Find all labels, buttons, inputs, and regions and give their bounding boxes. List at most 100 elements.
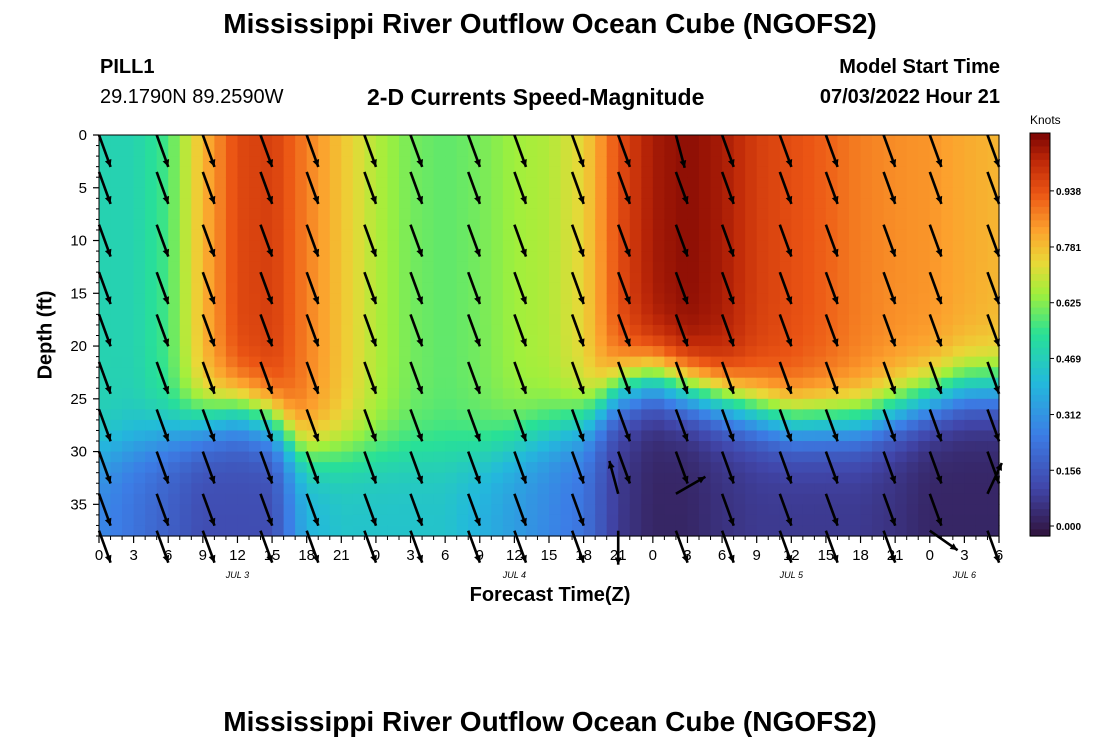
heatmap-cell (606, 251, 619, 263)
colorbar-frame (1029, 132, 1051, 537)
heatmap-cell (456, 156, 469, 168)
heatmap-cell (825, 272, 839, 284)
heatmap-cell (237, 493, 250, 505)
colorbar-segment (1030, 193, 1050, 201)
heatmap-cell (583, 367, 596, 379)
heatmap-cell (699, 483, 712, 495)
heatmap-cell (849, 177, 862, 189)
heatmap-cell (341, 198, 354, 210)
heatmap-cell (525, 419, 539, 432)
heatmap-cell (341, 398, 354, 410)
heatmap-cell (237, 525, 250, 537)
heatmap-cell (422, 367, 435, 379)
current-arrow (305, 361, 320, 395)
heatmap-cell (387, 356, 400, 368)
heatmap-cell (964, 462, 977, 474)
current-arrow (259, 271, 274, 305)
heatmap-cell (837, 187, 850, 199)
heatmap-cell (652, 324, 665, 337)
heatmap-cell (410, 166, 423, 178)
heatmap-cell (722, 208, 735, 221)
heatmap-cell (422, 346, 435, 358)
heatmap-cell (779, 335, 792, 347)
heatmap-cell (710, 156, 723, 168)
heatmap-cell (733, 156, 746, 168)
heatmap-cell (237, 346, 250, 358)
heatmap-cell (156, 346, 169, 358)
colorbar-tick-label: 0.156 (1056, 466, 1081, 477)
heatmap-cell (687, 272, 700, 284)
heatmap-cell (664, 261, 677, 273)
heatmap-cell (110, 504, 123, 516)
heatmap-cell (525, 356, 539, 368)
heatmap-cell (525, 493, 539, 505)
heatmap-cell (295, 293, 308, 305)
heatmap-cell (249, 451, 262, 463)
heatmap-cell (549, 525, 562, 537)
heatmap-cell (837, 514, 850, 527)
heatmap-cell (260, 261, 273, 273)
heatmap-cell (929, 219, 942, 231)
heatmap-cell (399, 504, 412, 516)
current-arrow (616, 224, 632, 258)
heatmap-cell (549, 409, 562, 421)
heatmap-cell (145, 367, 158, 379)
heatmap-cell (375, 177, 389, 189)
heatmap-cell (595, 229, 608, 242)
heatmap-cell (295, 156, 308, 168)
heatmap-cell (295, 419, 308, 432)
heatmap-cell (906, 229, 919, 242)
heatmap-cell (560, 346, 573, 358)
heatmap-cell (906, 367, 919, 379)
heatmap-cell (779, 388, 792, 400)
heatmap-cell (618, 229, 631, 242)
heatmap-cell (318, 177, 331, 189)
heatmap-cell (918, 451, 931, 463)
heatmap-cell (941, 514, 954, 527)
heatmap-cell (110, 272, 123, 284)
heatmap-cell (964, 135, 977, 147)
heatmap-cell (791, 462, 804, 474)
heatmap-cell (560, 472, 573, 484)
heatmap-cell (410, 388, 423, 400)
heatmap-cell (410, 293, 423, 305)
heatmap-cell (387, 177, 400, 189)
heatmap-cell (364, 514, 377, 527)
heatmap-cell (133, 504, 146, 516)
heatmap-cell (964, 293, 977, 305)
heatmap-cell (791, 208, 804, 221)
heatmap-cell (664, 367, 677, 379)
heatmap-cell (652, 441, 665, 453)
heatmap-cell (249, 251, 262, 263)
heatmap-cell (964, 441, 977, 453)
heatmap-cell (122, 145, 135, 157)
heatmap-cell (433, 240, 446, 252)
heatmap-cell (110, 156, 123, 168)
heatmap-cell (941, 356, 954, 368)
heatmap-cell (618, 198, 631, 210)
heatmap-cell (179, 409, 192, 421)
heatmap-cell (687, 451, 700, 463)
heatmap-cell (249, 240, 262, 252)
heatmap-cell (883, 409, 896, 421)
heatmap-cell (906, 219, 919, 231)
heatmap-cell (375, 441, 389, 453)
heatmap-cell (652, 504, 665, 516)
heatmap-cell (895, 356, 908, 368)
heatmap-cell (468, 398, 481, 410)
heatmap-cell (629, 166, 642, 178)
heatmap-cell (952, 462, 965, 474)
heatmap-cell (883, 156, 896, 168)
heatmap-cell (941, 504, 954, 516)
heatmap-cell (699, 377, 712, 389)
heatmap-cell (664, 156, 677, 168)
heatmap-cell (814, 251, 827, 263)
heatmap-cell (468, 314, 481, 326)
heatmap-cell (768, 145, 781, 157)
x-tick-label: 12 (229, 547, 246, 564)
heatmap-cell (445, 229, 458, 242)
heatmap-cell (814, 356, 827, 368)
heatmap-cell (260, 514, 273, 527)
heatmap-cell (225, 441, 239, 453)
heatmap-cell (583, 356, 596, 368)
